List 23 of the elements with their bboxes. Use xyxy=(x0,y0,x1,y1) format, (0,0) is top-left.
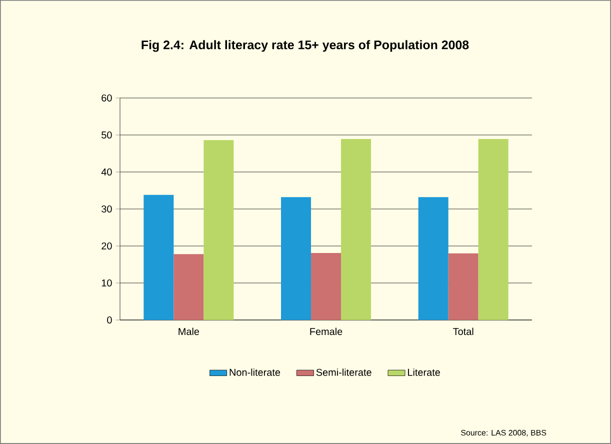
chart-title: Fig 2.4: Adult literacy rate 15+ years of Population 2008 xyxy=(142,40,469,52)
legend-label: Semi-literate xyxy=(316,368,372,376)
bar xyxy=(478,139,508,320)
x-tick-label: Female xyxy=(310,328,342,336)
bar xyxy=(311,253,342,320)
y-tick-label: 40 xyxy=(101,168,112,176)
bar xyxy=(341,139,372,320)
bar xyxy=(144,194,174,320)
y-tick-label: 50 xyxy=(102,131,112,139)
y-tick-label: 10 xyxy=(102,279,112,287)
bar xyxy=(418,197,448,320)
y-tick-label: 20 xyxy=(102,242,112,250)
x-tick-label: Total xyxy=(453,328,474,336)
bar xyxy=(174,254,204,320)
y-tick-label: 30 xyxy=(102,205,112,213)
legend-label: Non-literate xyxy=(230,368,280,376)
bar xyxy=(204,140,234,320)
x-tick-label: Male xyxy=(178,328,200,336)
legend-label: Literate xyxy=(408,368,440,376)
bar xyxy=(281,197,312,320)
bar xyxy=(448,253,478,320)
y-tick-label: 60 xyxy=(102,94,112,102)
y-tick-label: 0 xyxy=(107,316,112,324)
